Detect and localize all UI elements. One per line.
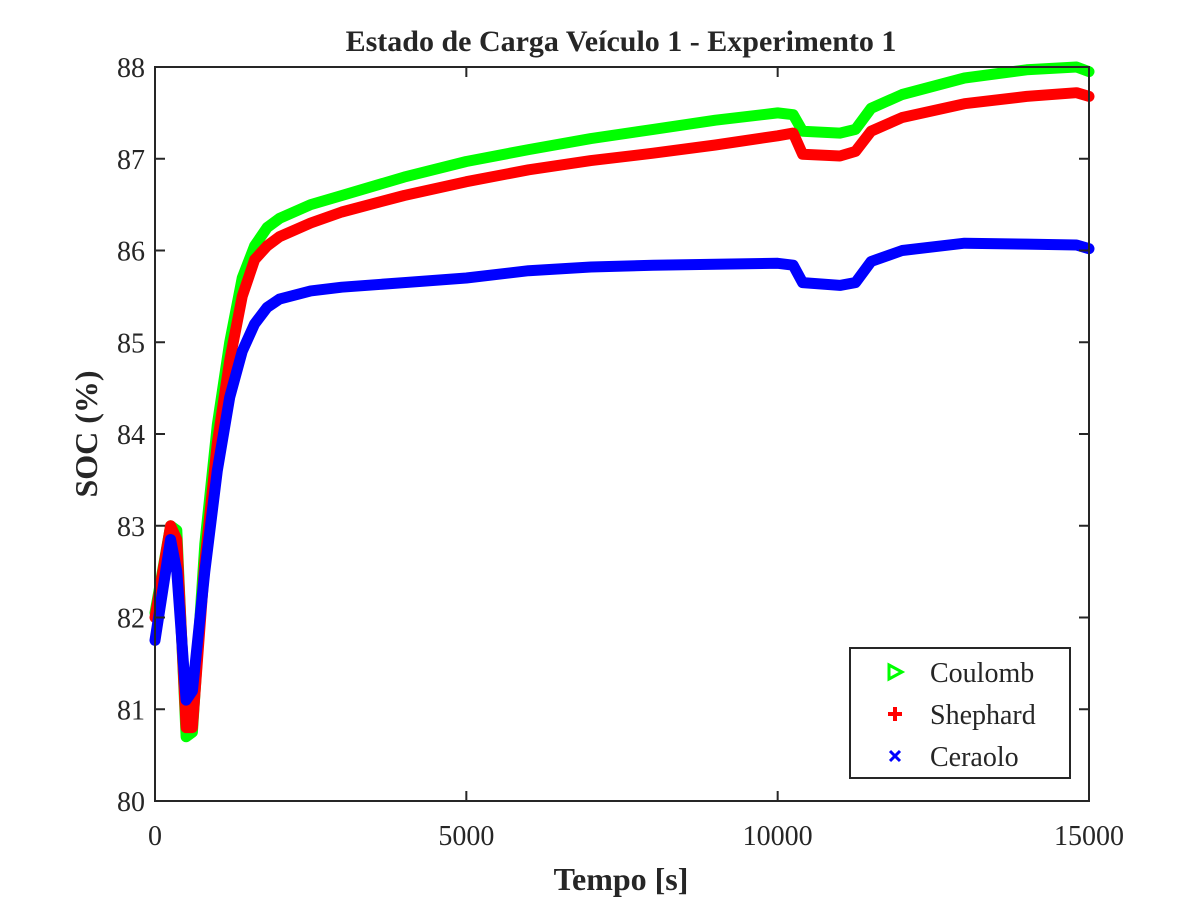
legend-label-shephard: Shephard	[930, 700, 1036, 731]
x-tick-label: 10000	[743, 821, 813, 852]
chart-title: Estado de Carga Veículo 1 - Experimento …	[346, 25, 897, 58]
legend-label-ceraolo: Ceraolo	[930, 742, 1019, 773]
y-tick-label: 88	[117, 53, 145, 84]
series-line-shephard	[149, 87, 1095, 734]
y-tick-label: 84	[117, 420, 145, 451]
y-tick-label: 83	[117, 512, 145, 543]
x-axis-label: Tempo [s]	[554, 861, 689, 897]
legend: Coulomb Shephard Ceraolo	[849, 647, 1071, 779]
y-tick-label: 87	[117, 145, 145, 176]
legend-marker-coulomb	[887, 662, 906, 682]
series-line-ceraolo	[149, 237, 1095, 706]
y-tick-label: 80	[117, 787, 145, 818]
axis-ticks: 0 5000 10000 15000 80 81 82 83 84 85 86 87 88	[117, 53, 1124, 852]
x-tick-label: 15000	[1054, 821, 1124, 852]
y-tick-label: 81	[117, 695, 145, 726]
legend-label-coulomb: Coulomb	[930, 658, 1034, 689]
x-tick-label: 0	[148, 821, 162, 852]
legend-box	[849, 647, 1071, 779]
x-tick-label: 5000	[438, 821, 494, 852]
legend-marker-shephard	[888, 707, 902, 721]
y-tick-label: 82	[117, 604, 145, 635]
series-line-coulomb	[149, 61, 1095, 743]
y-tick-label: 86	[117, 237, 145, 268]
y-tick-label: 85	[117, 328, 145, 359]
y-axis-label: SOC (%)	[68, 370, 104, 497]
legend-marker-ceraolo	[888, 749, 902, 763]
